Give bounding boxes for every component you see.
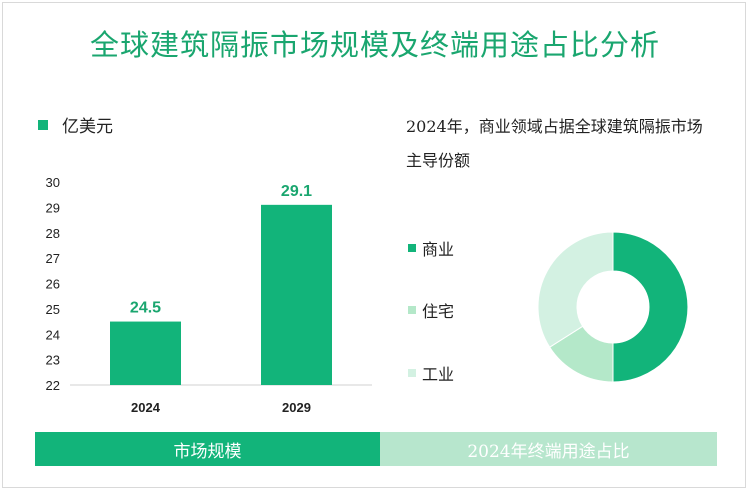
bar [110,321,181,385]
pie-title: 2024年，商业领域占据全球建筑隔振市场主导份额 [406,117,703,170]
donut-slice-commercial [612,231,689,383]
y-tick-label: 22 [46,378,60,393]
y-tick-label: 26 [46,277,60,292]
legend-swatch-residential [408,306,416,314]
x-tick-label: 2024 [131,400,161,415]
legend-item-industrial: 工业 [408,361,454,385]
y-tick-label: 30 [46,175,60,190]
y-tick-label: 23 [46,353,60,368]
legend-label-industrial: 工业 [422,365,455,384]
x-tick-label: 2029 [282,400,311,415]
bar-legend-swatch [38,119,48,130]
bar-unit-label: 亿美元 [62,117,113,137]
legend-swatch-industrial [408,369,416,377]
y-tick-label: 29 [46,200,60,215]
legend-label-commercial: 商业 [422,240,455,259]
legend-swatch-commercial [408,244,416,252]
y-tick-label: 25 [46,302,60,317]
bar-unit-legend: 亿美元 [38,112,113,137]
legend-label-residential: 住宅 [422,302,455,321]
chart-frame [2,2,746,488]
bar-data-label: 24.5 [130,300,161,317]
y-tick-label: 28 [46,226,60,241]
legend-item-residential: 住宅 [408,298,454,322]
legend-item-commercial: 商业 [408,236,454,260]
bar-data-label: 29.1 [281,183,312,200]
bar [261,204,332,385]
y-tick-label: 24 [46,327,60,342]
donut-slice-industrial [537,231,614,348]
footer-end-use-share: 2024年终端用途占比 [380,432,717,466]
page-title: 全球建筑隔振市场规模及终端用途占比分析 [89,28,660,62]
footer-market-size: 市场规模 [35,432,380,466]
y-tick-label: 27 [46,251,60,266]
